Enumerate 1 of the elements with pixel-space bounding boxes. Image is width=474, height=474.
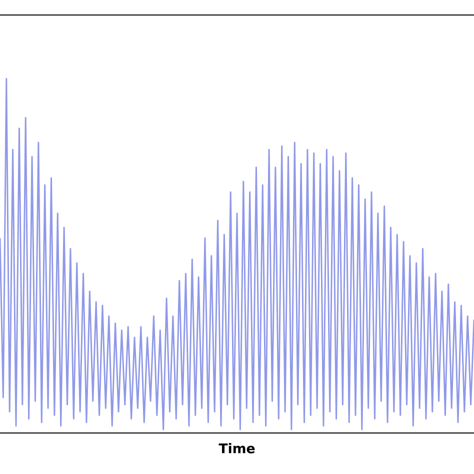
x-axis-title: Time	[218, 443, 255, 454]
